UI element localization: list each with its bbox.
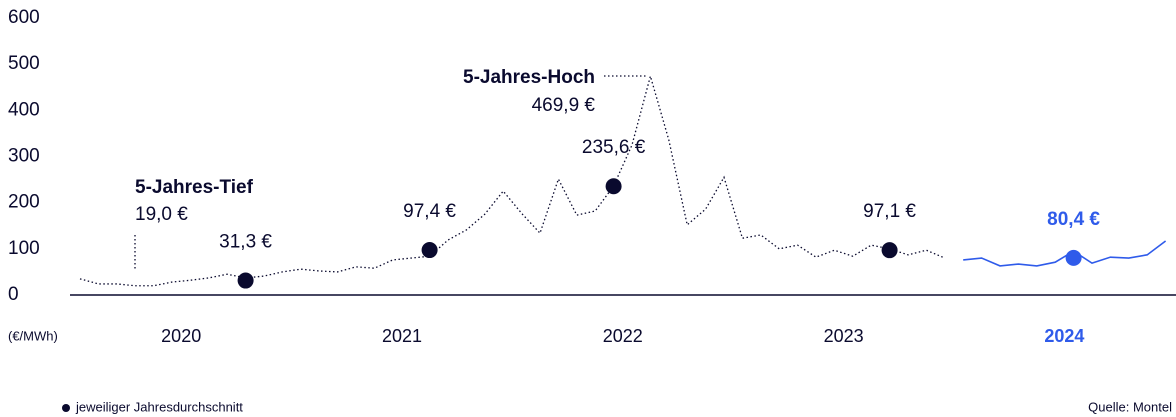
average-dot [237,272,254,289]
x-tick-label: 2020 [161,326,201,346]
x-tick-label: 2022 [603,326,643,346]
annotation-value: 19,0 € [135,204,188,225]
price-line [79,73,946,287]
y-tick-label: 600 [8,7,40,28]
y-tick-label: 500 [8,53,40,74]
average-dot [1065,249,1082,266]
value-label: 97,1 € [863,201,916,222]
annotation-title: 5-Jahres-Hoch [463,67,595,88]
annotation-value: 469,9 € [532,95,596,116]
value-label: 31,3 € [219,232,272,253]
legend-label: jeweiliger Jahresdurchschnitt [75,399,243,414]
y-tick-label: 0 [8,284,19,305]
value-label: 235,6 € [582,137,646,158]
y-tick-label: 200 [8,192,40,213]
value-label: 97,4 € [403,201,456,222]
x-tick-label: 2021 [382,326,422,346]
y-axis-label: (€/MWh) [8,328,58,343]
annotation-title: 5-Jahres-Tief [135,177,254,198]
x-tick-label: 2024 [1044,326,1084,346]
x-tick-label: 2023 [824,326,864,346]
price-line [963,240,1167,267]
y-tick-label: 100 [8,238,40,259]
legend-marker [62,404,70,412]
y-tick-label: 300 [8,146,40,167]
average-dot [605,178,622,195]
y-tick-label: 400 [8,99,40,120]
source: Quelle: Montel [1088,399,1172,414]
value-label: 80,4 € [1047,209,1100,230]
average-dot [421,242,438,259]
average-dot [881,242,898,259]
